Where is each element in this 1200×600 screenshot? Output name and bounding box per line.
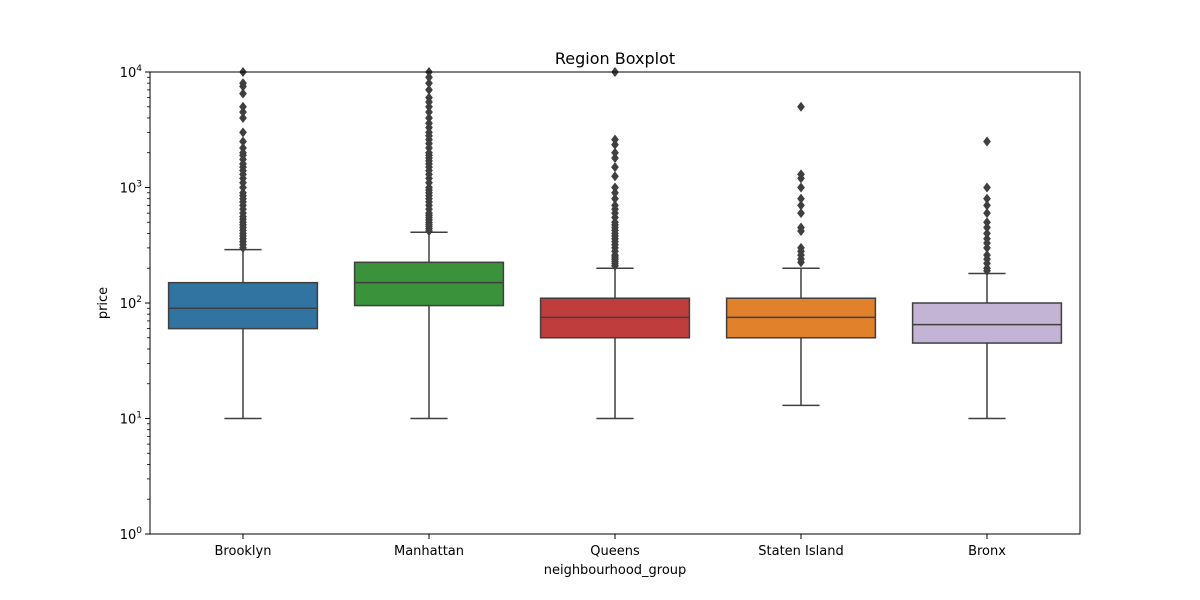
y-tick-base: 10 <box>120 66 137 81</box>
outlier-point <box>425 106 433 118</box>
outlier-point <box>239 106 247 118</box>
y-tick-label: 104 <box>120 64 143 81</box>
outlier-point <box>797 222 805 233</box>
y-tick-label: 100 <box>120 526 143 543</box>
box-brooklyn <box>167 281 319 330</box>
outlier-point <box>239 142 247 154</box>
y-tick-base: 10 <box>120 182 137 197</box>
y-tick-label: 101 <box>120 411 142 428</box>
outlier-point <box>611 162 619 173</box>
outlier-point <box>611 187 619 198</box>
outlier-point <box>797 182 805 193</box>
y-axis-title: price <box>96 287 111 319</box>
outlier-point <box>611 193 619 204</box>
outlier-point <box>983 208 991 219</box>
outlier-point <box>425 118 433 129</box>
outlier-point <box>983 182 991 193</box>
outlier-point <box>611 147 619 158</box>
outlier-point <box>239 187 247 198</box>
outlier-point <box>611 171 619 182</box>
outlier-point <box>797 101 805 112</box>
x-tick-label: Manhattan <box>394 544 464 559</box>
outlier-point <box>611 152 619 164</box>
outlier-point <box>983 193 991 204</box>
outlier-point <box>425 78 433 89</box>
y-tick-exponent: 0 <box>136 526 142 536</box>
outlier-point <box>239 112 247 124</box>
outlier-point <box>239 136 247 147</box>
outlier-point <box>797 208 805 219</box>
y-tick-label: 102 <box>120 295 142 312</box>
outlier-point <box>239 127 247 138</box>
outlier-point <box>983 233 991 244</box>
y-tick-exponent: 3 <box>136 180 142 190</box>
outlier-point <box>425 84 433 95</box>
outlier-point <box>425 112 433 124</box>
y-tick-exponent: 2 <box>136 295 142 305</box>
outlier-point <box>425 72 433 83</box>
x-axis-title: neighbourhood_group <box>544 563 687 578</box>
outlier-point <box>983 217 991 228</box>
outlier-point <box>797 193 805 204</box>
outlier-point <box>983 228 991 239</box>
outlier-point <box>797 169 805 180</box>
x-tick-label: Brooklyn <box>215 544 272 559</box>
outlier-point <box>983 200 991 211</box>
outlier-point <box>983 136 991 147</box>
y-tick-base: 10 <box>120 413 137 428</box>
outlier-point <box>611 182 619 193</box>
plot-frame <box>149 71 1081 535</box>
outlier-point <box>797 200 805 211</box>
x-tick-label: Bronx <box>968 544 1006 559</box>
outlier-point <box>983 222 991 233</box>
outlier-point <box>983 249 991 261</box>
outlier-point <box>797 242 805 253</box>
x-tick-label: Staten Island <box>758 544 843 559</box>
outlier-point <box>239 78 247 89</box>
box-bronx <box>911 302 1063 344</box>
outlier-point <box>611 134 619 145</box>
y-tick-label: 103 <box>120 180 142 197</box>
outlier-point <box>239 88 247 99</box>
y-tick-base: 10 <box>120 297 137 312</box>
y-tick-base: 10 <box>120 528 137 543</box>
box-manhattan <box>353 261 505 307</box>
outlier-point <box>425 92 433 103</box>
y-tick-exponent: 4 <box>136 64 142 74</box>
y-tick-exponent: 1 <box>136 411 142 421</box>
x-tick-label: Queens <box>590 544 640 559</box>
outlier-point <box>239 101 247 112</box>
chart-title: Region Boxplot <box>555 49 675 68</box>
outlier-point <box>611 200 619 211</box>
